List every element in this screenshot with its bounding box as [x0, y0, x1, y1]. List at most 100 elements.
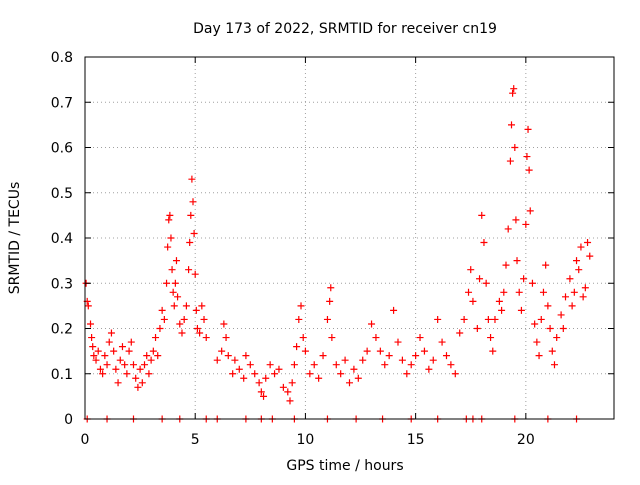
data-point	[279, 383, 287, 391]
data-point	[123, 370, 131, 378]
data-point	[174, 293, 182, 301]
data-point	[125, 347, 133, 355]
data-point	[575, 266, 583, 274]
y-tick-label: 0.4	[51, 231, 73, 247]
data-point	[107, 329, 115, 337]
data-point	[112, 365, 120, 373]
data-point	[559, 325, 567, 332]
data-point	[390, 306, 398, 314]
data-point	[510, 85, 518, 93]
data-point	[381, 361, 389, 369]
data-point	[200, 315, 208, 323]
data-point	[310, 361, 318, 369]
data-point	[284, 388, 292, 396]
data-point	[188, 175, 196, 183]
x-tick-label: 0	[81, 432, 90, 448]
data-point	[515, 288, 523, 296]
data-point	[478, 211, 486, 219]
data-point	[544, 302, 552, 310]
y-tick-label: 0.2	[51, 322, 73, 338]
data-point	[513, 257, 521, 265]
axis-tick-labels: 0 0.1 0.2 0.3 0.4 0.5 0.6 0.7 0.8 0 5 10 15 20	[51, 50, 535, 448]
data-points	[82, 85, 594, 423]
data-point	[167, 234, 175, 242]
data-point	[218, 347, 226, 355]
data-point	[222, 334, 230, 342]
data-point	[412, 352, 420, 360]
data-point	[504, 225, 512, 233]
data-point	[550, 361, 558, 369]
data-point	[176, 320, 184, 328]
data-point	[524, 125, 532, 133]
data-point	[94, 347, 102, 355]
data-point	[523, 153, 531, 161]
data-point	[327, 284, 335, 292]
data-point	[89, 343, 97, 351]
data-point	[191, 270, 199, 278]
data-point	[251, 370, 259, 378]
data-point	[407, 361, 415, 369]
data-point	[500, 288, 508, 296]
y-tick-label: 0.5	[51, 186, 73, 202]
data-point	[168, 266, 176, 274]
data-point	[246, 361, 254, 369]
data-point	[517, 306, 525, 314]
data-point	[99, 370, 107, 378]
data-point	[337, 370, 345, 378]
data-point	[394, 338, 402, 346]
data-point	[202, 334, 210, 342]
data-point	[487, 334, 495, 342]
data-point	[257, 388, 265, 396]
data-point	[451, 370, 459, 378]
data-point	[293, 343, 301, 351]
data-point	[438, 338, 446, 346]
data-point	[240, 374, 248, 382]
data-point	[156, 325, 164, 332]
data-point	[231, 356, 239, 364]
data-point	[306, 370, 314, 378]
axis-ticks	[84, 56, 614, 420]
data-point	[229, 370, 237, 378]
data-point	[506, 157, 514, 165]
x-tick-label: 10	[297, 432, 315, 448]
data-point	[350, 365, 358, 373]
data-point	[526, 207, 534, 215]
data-point	[145, 370, 153, 378]
data-point	[509, 89, 517, 97]
data-point	[460, 315, 468, 323]
data-point	[533, 338, 541, 346]
data-point	[315, 374, 323, 382]
y-axis-label: SRMTID / TECUs	[7, 182, 23, 295]
data-point	[149, 347, 157, 355]
data-point	[332, 361, 340, 369]
data-point	[557, 311, 565, 319]
data-point	[537, 315, 545, 323]
data-point	[476, 275, 484, 283]
data-point	[368, 320, 376, 328]
data-point	[359, 356, 367, 364]
data-point	[220, 320, 228, 328]
data-point	[520, 275, 528, 283]
data-point	[323, 315, 331, 323]
data-point	[134, 383, 142, 391]
data-point	[512, 216, 520, 224]
data-point	[473, 325, 481, 332]
data-point	[141, 361, 149, 369]
data-point	[154, 352, 162, 360]
data-point	[398, 356, 406, 364]
data-point	[193, 325, 201, 332]
data-point	[116, 356, 124, 364]
data-point	[579, 293, 587, 301]
data-point	[262, 374, 270, 382]
data-point	[118, 343, 126, 351]
data-point	[566, 275, 574, 283]
data-point	[96, 365, 104, 373]
data-point	[198, 302, 206, 310]
data-point	[189, 198, 197, 206]
data-point	[295, 315, 303, 323]
data-point	[121, 361, 129, 369]
data-point	[138, 379, 146, 387]
data-point	[531, 320, 539, 328]
x-tick-label: 20	[517, 432, 535, 448]
data-point	[165, 216, 173, 224]
